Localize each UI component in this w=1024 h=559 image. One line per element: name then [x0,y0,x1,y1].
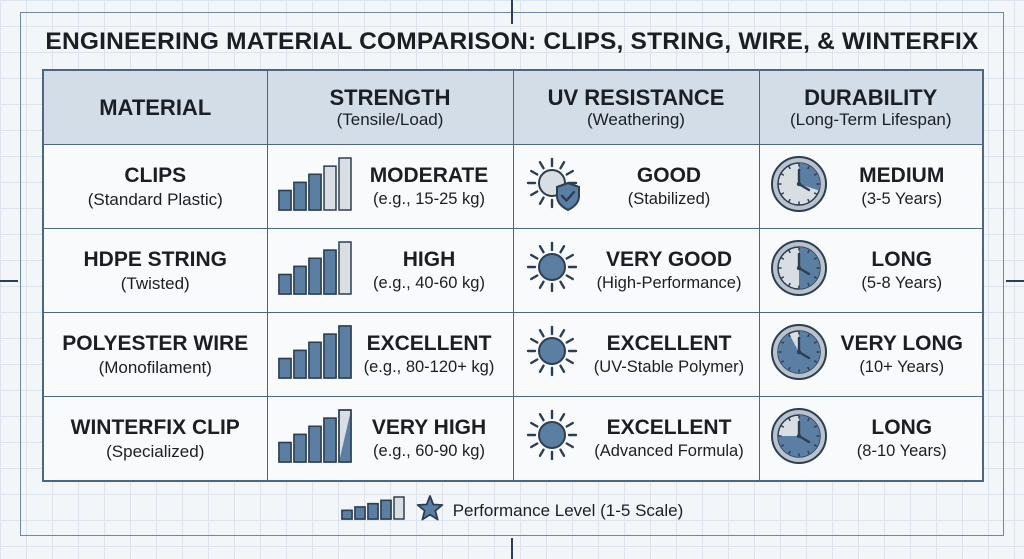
durability-rating: LONG [871,248,933,272]
strength-cell: HIGH (e.g., 40-60 kg) [266,228,514,313]
legend: Performance Level (1-5 Scale) [0,494,1024,527]
durability-rating: MEDIUM [859,164,945,188]
strength-detail: (e.g., 15-25 kg) [373,190,485,209]
crop-mark-top [511,0,513,24]
strength-cell: MODERATE (e.g., 15-25 kg) [266,144,514,229]
header-row: MATERIAL STRENGTH (Tensile/Load) UV RESI… [42,69,984,145]
uv-rating: VERY GOOD [605,248,733,272]
material-name: CLIPS [124,163,187,187]
table-row: POLYESTER WIRE (Monofilament) EXCELLENT … [42,312,984,397]
uv-detail: (High-Performance) [596,274,742,293]
durability-detail: (10+ Years) [859,358,945,377]
strength-cell: EXCELLENT (e.g., 80-120+ kg) [266,312,514,397]
uv-detail: (Advanced Formula) [594,442,744,461]
strength-rating: HIGH [402,248,456,272]
sun-icon [524,238,586,303]
uv-cell: VERY GOOD (High-Performance) [512,228,760,313]
material-type: (Monofilament) [98,358,212,377]
strength-detail: (e.g., 40-60 kg) [373,274,485,293]
header-uv-resistance: UV RESISTANCE (Weathering) [512,69,760,145]
uv-rating: GOOD [636,164,702,188]
material-name: POLYESTER WIRE [62,331,249,355]
material-cell: CLIPS (Standard Plastic) [42,144,268,229]
clock-icon [770,407,828,470]
star-icon [415,494,445,527]
bar-level-icon [277,241,352,300]
sun-icon [524,322,586,387]
bar-level-icon [277,409,352,468]
uv-detail: (Stabilized) [627,190,711,209]
clock-icon [770,239,828,302]
crop-mark-bottom [511,538,513,559]
material-type: (Specialized) [106,441,205,461]
uv-rating: EXCELLENT [606,332,732,356]
uv-cell: EXCELLENT (Advanced Formula) [512,396,760,481]
durability-rating: LONG [871,415,933,439]
header-strength: STRENGTH (Tensile/Load) [266,69,514,145]
durability-cell: LONG (5-8 Years) [758,228,984,313]
durability-cell: LONG (8-10 Years) [758,396,984,481]
strength-rating: MODERATE [369,164,489,188]
clock-icon [770,323,828,386]
strength-cell: VERY HIGH (e.g., 60-90 kg) [266,396,514,481]
bar-level-icon [340,496,407,525]
strength-detail: (e.g., 60-90 kg) [373,442,485,461]
durability-rating: VERY LONG [840,332,964,356]
clock-icon [770,155,828,218]
uv-cell: GOOD (Stabilized) [512,144,760,229]
table-row: HDPE STRING (Twisted) HIGH (e.g., 40-60 … [42,228,984,313]
uv-cell: EXCELLENT (UV-Stable Polymer) [512,312,760,397]
material-type: (Twisted) [120,274,190,293]
material-cell: WINTERFIX CLIP (Specialized) [42,396,268,481]
durability-detail: (5-8 Years) [861,274,943,293]
material-cell: POLYESTER WIRE (Monofilament) [42,312,268,397]
table-row: WINTERFIX CLIP (Specialized) VERY HIGH (… [42,396,984,481]
durability-detail: (8-10 Years) [856,442,947,461]
uv-rating: EXCELLENT [606,415,732,439]
header-durability: DURABILITY (Long-Term Lifespan) [758,69,984,145]
uv-detail: (UV-Stable Polymer) [593,358,745,377]
material-name: HDPE STRING [83,247,227,271]
sun-icon [524,406,586,471]
legend-text: Performance Level (1-5 Scale) [452,500,684,520]
table-row: CLIPS (Standard Plastic) MODERATE (e.g.,… [42,144,984,229]
bar-level-icon [277,325,352,384]
crop-mark-right [1006,280,1024,282]
sun-shield-icon [524,154,586,219]
strength-detail: (e.g., 80-120+ kg) [363,358,495,377]
diagram-title: ENGINEERING MATERIAL COMPARISON: CLIPS, … [45,28,979,55]
crop-mark-left [0,280,18,282]
comparison-table: MATERIAL STRENGTH (Tensile/Load) UV RESI… [42,69,984,482]
durability-cell: VERY LONG (10+ Years) [758,312,984,397]
strength-rating: VERY HIGH [371,415,487,439]
material-name: WINTERFIX CLIP [70,415,240,439]
strength-rating: EXCELLENT [366,332,492,356]
durability-cell: MEDIUM (3-5 Years) [758,144,984,229]
header-material: MATERIAL [42,69,268,145]
material-cell: HDPE STRING (Twisted) [42,228,268,313]
bar-level-icon [277,157,352,216]
material-type: (Standard Plastic) [87,190,223,209]
durability-detail: (3-5 Years) [861,190,943,209]
